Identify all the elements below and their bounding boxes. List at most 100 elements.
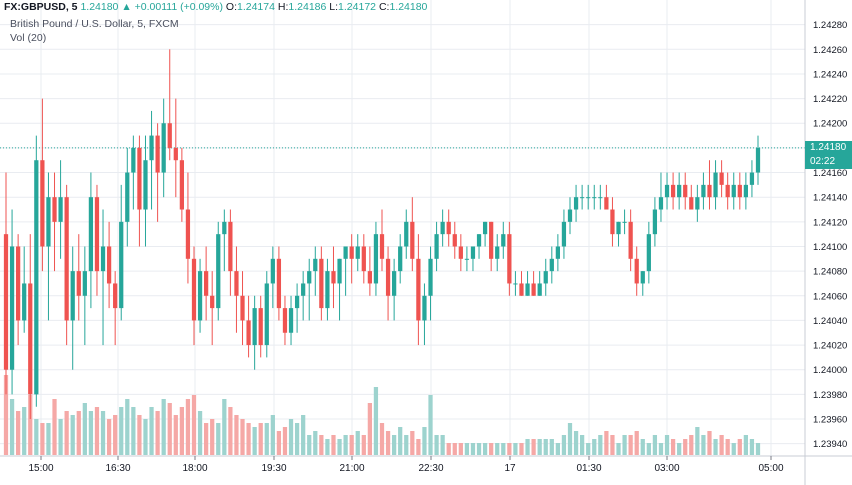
candle-body[interactable] [410,221,415,259]
candle-body[interactable] [16,246,21,321]
candle-body[interactable] [197,271,203,321]
candle-body[interactable] [586,197,591,199]
candle-body[interactable] [252,308,257,346]
candle-body[interactable] [282,308,288,333]
candle-body[interactable] [610,209,615,235]
candle-body[interactable] [234,271,239,296]
candle-body[interactable] [204,271,209,296]
candle-body[interactable] [246,320,251,346]
candle-body[interactable] [452,234,457,247]
candle-body[interactable] [64,197,69,321]
candle-body[interactable] [294,295,300,309]
candle-body[interactable] [88,197,94,272]
candle-body[interactable] [22,283,27,321]
candle-body[interactable] [343,246,348,259]
candle-body[interactable] [385,258,391,296]
candle-body[interactable] [549,258,554,272]
candle-body[interactable] [434,234,439,259]
candle-body[interactable] [367,271,372,284]
candle-body[interactable] [313,258,318,272]
candle-body[interactable] [755,147,761,173]
candle-body[interactable] [677,184,682,198]
candle-body[interactable] [458,246,463,259]
candle-body[interactable] [179,160,184,210]
candle-body[interactable] [155,135,160,173]
candle-body[interactable] [701,184,706,198]
candle-body[interactable] [501,234,506,247]
candle-body[interactable] [331,271,336,284]
candle-body[interactable] [707,184,712,198]
candle-body[interactable] [683,184,688,198]
candle-body[interactable] [482,221,488,235]
candle-body[interactable] [70,271,75,321]
candle-body[interactable] [149,135,154,161]
candle-body[interactable] [76,271,81,296]
candle-body[interactable] [34,160,39,395]
candle-body[interactable] [513,283,518,285]
candle-body[interactable] [737,184,742,198]
candle-body[interactable] [355,246,360,259]
candle-body[interactable] [749,172,755,185]
candle-body[interactable] [82,271,87,296]
candle-body[interactable] [264,283,269,346]
candle-body[interactable] [640,271,645,284]
candle-body[interactable] [125,172,130,222]
candle-body[interactable] [161,123,166,173]
candle-body[interactable] [580,197,585,199]
candle-body[interactable] [106,246,112,284]
candle-body[interactable] [531,283,536,296]
candle-body[interactable] [301,283,306,296]
candle-body[interactable] [46,197,51,247]
candle-body[interactable] [337,258,342,284]
candle-body[interactable] [113,283,118,309]
candle-body[interactable] [731,184,736,198]
candle-body[interactable] [240,295,245,321]
candle-body[interactable] [446,221,451,235]
candle-body[interactable] [567,209,573,222]
candle-body[interactable] [40,160,45,247]
candle-body[interactable] [646,234,651,272]
candle-body[interactable] [689,197,694,210]
candle-body[interactable] [276,258,282,309]
candle-body[interactable] [404,221,409,247]
candle-body[interactable] [398,246,403,272]
candle-body[interactable] [258,308,263,346]
candle-body[interactable] [416,258,421,321]
candle-body[interactable] [440,221,445,235]
candle-body[interactable] [307,271,312,284]
candle-body[interactable] [94,197,100,272]
candle-body[interactable] [725,184,730,198]
candle-body[interactable] [561,221,567,247]
candle-body[interactable] [167,123,172,148]
candle-body[interactable] [288,308,294,333]
candle-body[interactable] [573,197,579,210]
candle-body[interactable] [137,147,142,210]
candle-body[interactable] [622,221,627,223]
volume-indicator-label[interactable]: Vol (20) [10,32,47,44]
candle-body[interactable] [713,172,718,198]
candle-body[interactable] [464,258,470,260]
candle-body[interactable] [658,197,664,210]
candle-body[interactable] [470,246,476,259]
candle-body[interactable] [519,283,524,296]
candle-body[interactable] [373,234,379,284]
candle-body[interactable] [422,295,427,321]
candle-body[interactable] [319,258,324,309]
candle-body[interactable] [555,246,560,259]
candle-body[interactable] [634,258,639,284]
candle-body[interactable] [191,258,197,321]
candle-body[interactable] [664,184,670,198]
candle-body[interactable] [131,147,136,173]
candle-body[interactable] [361,246,366,272]
candle-body[interactable] [216,234,221,309]
candle-body[interactable] [392,271,397,296]
candle-body[interactable] [325,271,330,309]
candle-body[interactable] [604,197,609,210]
candle-body[interactable] [428,258,433,296]
candle-body[interactable] [495,246,500,259]
candle-body[interactable] [598,197,603,199]
candle-body[interactable] [719,172,724,185]
candle-body[interactable] [525,283,530,296]
